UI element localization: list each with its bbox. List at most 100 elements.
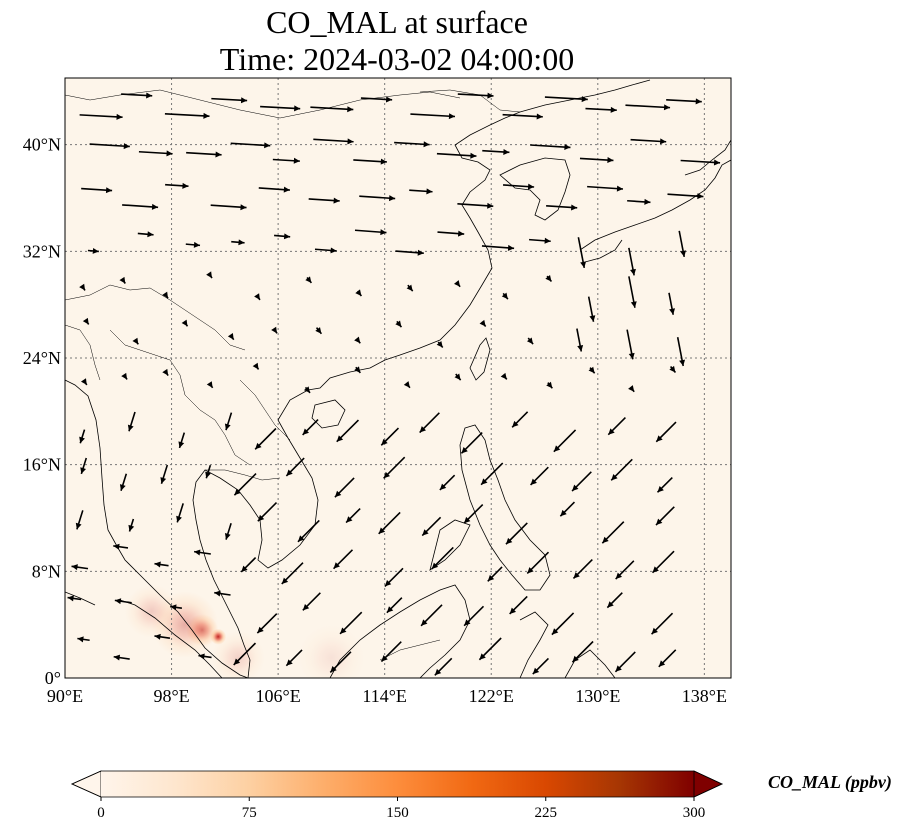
wind-vector-head-115 bbox=[205, 471, 211, 479]
wind-vector-head-3 bbox=[240, 97, 248, 104]
wind-vector-head-131 bbox=[297, 535, 305, 542]
lat-tick-label: 16°N bbox=[23, 455, 61, 475]
title-line-2: Time: 2024-03-02 04:00:00 bbox=[220, 41, 574, 77]
wind-vector-head-168 bbox=[77, 636, 84, 643]
wind-vector-head-69 bbox=[669, 308, 676, 315]
wind-vector-head-109 bbox=[553, 445, 561, 452]
wind-vector-head-119 bbox=[383, 471, 390, 479]
wind-vector-head-95 bbox=[588, 366, 595, 374]
coastlines bbox=[65, 79, 731, 678]
wind-vector-head-104 bbox=[336, 435, 344, 442]
wind-vector-head-156 bbox=[170, 604, 177, 611]
wind-vector-head-75 bbox=[315, 327, 322, 334]
lon-tick-label: 114°E bbox=[362, 686, 407, 706]
wind-vector-head-118 bbox=[334, 490, 342, 498]
wind-vector-head-162 bbox=[421, 619, 428, 626]
wind-vector-head-123 bbox=[572, 484, 579, 492]
wind-vector-head-24 bbox=[564, 144, 571, 151]
map-frame bbox=[64, 77, 732, 679]
wind-vector-head-152 bbox=[615, 572, 623, 580]
wind-vector-head-139 bbox=[655, 518, 663, 526]
wind-vector-head-171 bbox=[198, 653, 205, 660]
wind-vector-head-161 bbox=[386, 606, 394, 613]
wind-vector-head-41 bbox=[697, 193, 704, 200]
wind-vector-head-103 bbox=[302, 428, 309, 435]
wind-vector-head-160 bbox=[340, 627, 347, 634]
wind-vector-head-166 bbox=[607, 601, 614, 608]
wind-vector-head-153 bbox=[652, 566, 659, 573]
wind-vector-head-154 bbox=[67, 595, 74, 602]
colorbar-tick-label: 150 bbox=[386, 805, 409, 821]
wind-vector-shaft-27 bbox=[680, 159, 721, 164]
wind-vector-head-67 bbox=[589, 315, 596, 322]
colorbar-max-extension bbox=[693, 770, 723, 798]
wind-vector-head-27 bbox=[713, 159, 721, 166]
wind-vector-head-122 bbox=[530, 478, 537, 485]
wind-vector-head-45 bbox=[238, 239, 245, 246]
wind-vector-head-107 bbox=[461, 446, 468, 454]
wind-vector-head-144 bbox=[241, 565, 248, 572]
colorbar-tick-label: 75 bbox=[242, 805, 257, 821]
concentration-hotspots bbox=[124, 584, 365, 678]
wind-vector-head-47 bbox=[330, 247, 337, 254]
wind-vector-head-92 bbox=[454, 373, 461, 381]
wind-vector-head-93 bbox=[500, 372, 507, 380]
wind-vector-head-72 bbox=[181, 319, 188, 327]
wind-vector-head-105 bbox=[381, 438, 388, 446]
wind-vector-head-30 bbox=[182, 182, 189, 189]
wind-vector-head-133 bbox=[378, 527, 386, 534]
lon-tick-label: 122°E bbox=[469, 686, 514, 706]
wind-vector-head-6 bbox=[385, 96, 393, 103]
wind-vector-head-2 bbox=[203, 112, 210, 119]
wind-vector-head-82 bbox=[628, 352, 635, 360]
wind-vector-head-29 bbox=[151, 203, 159, 210]
wind-vector-head-8 bbox=[487, 92, 494, 99]
colorbar-tick-label: 225 bbox=[535, 805, 558, 821]
lon-tick-label: 106°E bbox=[256, 686, 301, 706]
wind-vector-shaft-10 bbox=[544, 96, 588, 101]
wind-vector-head-87 bbox=[206, 381, 213, 388]
wind-vector-head-88 bbox=[252, 362, 259, 370]
wind-vector-shaft-5 bbox=[310, 106, 354, 111]
wind-vector-head-155 bbox=[114, 598, 122, 605]
wind-vector-head-83 bbox=[679, 359, 686, 367]
wind-vector-head-121 bbox=[481, 478, 488, 485]
wind-vector-head-175 bbox=[381, 655, 388, 662]
wind-vector-head-66 bbox=[545, 274, 552, 282]
wind-vector-head-163 bbox=[464, 619, 471, 626]
wind-vector-head-46 bbox=[283, 233, 291, 240]
wind-vector-head-106 bbox=[419, 426, 427, 433]
wind-vector-head-19 bbox=[347, 138, 354, 145]
wind-vector-head-159 bbox=[302, 603, 310, 611]
wind-vector-head-99 bbox=[127, 424, 134, 432]
wind-vector-head-132 bbox=[346, 516, 353, 523]
title-line-1: CO_MAL at surface bbox=[266, 4, 528, 40]
wind-vector-head-38 bbox=[571, 204, 578, 211]
longitude-tick-labels: 90°E 98°E 106°E 114°E 122°E 130°E 138°E bbox=[47, 686, 727, 706]
wind-vector-head-146 bbox=[333, 562, 340, 569]
latitude-tick-labels: 0° 8°N 16°N 24°N 32°N 40°N bbox=[23, 135, 61, 688]
wind-vector-head-129 bbox=[224, 533, 231, 540]
wind-vector-head-25 bbox=[607, 157, 614, 164]
wind-vector-head-44 bbox=[193, 241, 201, 248]
wind-vector-head-39 bbox=[616, 185, 624, 192]
wind-vector-head-151 bbox=[573, 572, 580, 579]
wind-vector-head-35 bbox=[426, 188, 433, 195]
wind-vector-head-137 bbox=[560, 509, 567, 517]
lon-tick-label: 98°E bbox=[153, 686, 189, 706]
wind-vector-head-102 bbox=[255, 442, 262, 450]
wind-vector-head-28 bbox=[105, 187, 113, 194]
wind-vector-head-112 bbox=[80, 467, 86, 474]
wind-vector-head-158 bbox=[257, 626, 264, 634]
wind-vector-head-148 bbox=[431, 562, 439, 569]
wind-vector-head-14 bbox=[123, 143, 130, 150]
wind-vector-shaft-7 bbox=[410, 113, 456, 118]
wind-vector-head-96 bbox=[628, 385, 635, 392]
hotspot-5 bbox=[298, 624, 365, 678]
wind-vector-head-55 bbox=[680, 250, 687, 257]
wind-vector-head-74 bbox=[271, 326, 277, 334]
lat-tick-label: 32°N bbox=[23, 241, 61, 261]
wind-vector-head-176 bbox=[434, 668, 442, 676]
wind-vector-head-78 bbox=[436, 340, 443, 348]
